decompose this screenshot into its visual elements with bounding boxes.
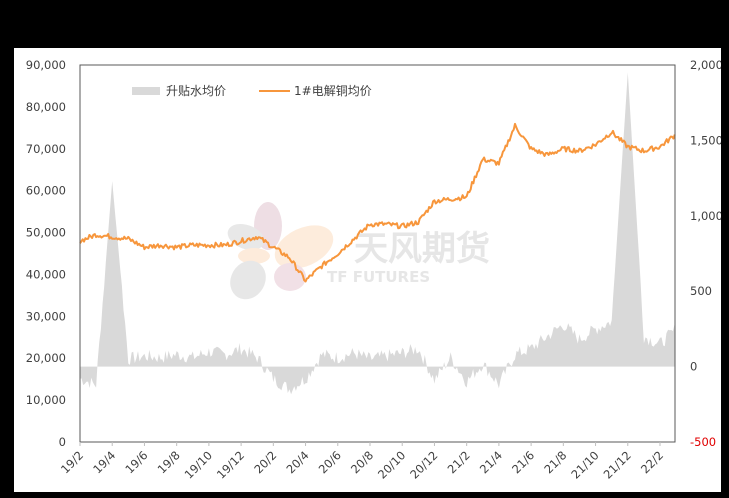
left-y-tick-label: 80,000 <box>26 100 66 114</box>
logo-petal-pink-bottom <box>274 263 306 291</box>
basis-area-series <box>80 72 675 395</box>
chart-svg: 天风期货 TF FUTURES 0 10,000 20,000 30,000 40,00… <box>26 58 721 482</box>
legend: 升贴水均价 1#电解铜均价 <box>132 83 372 98</box>
right-y-tick-label: 2,000 <box>690 58 721 72</box>
x-tick-label: 21/4 <box>477 448 505 476</box>
plot-frame <box>79 64 676 443</box>
x-tick-label: 19/2 <box>58 448 86 476</box>
x-tick-label: 20/4 <box>284 448 312 476</box>
copper-price-line-series <box>79 122 676 283</box>
right-y-tick-label: -500 <box>690 435 716 449</box>
x-tick-label: 19/4 <box>90 448 118 476</box>
legend-label-copper: 1#电解铜均价 <box>294 83 372 98</box>
x-tick-label: 19/10 <box>182 448 215 481</box>
x-tick-label: 20/12 <box>407 448 440 481</box>
x-tick-label: 21/2 <box>445 448 473 476</box>
left-y-tick-label: 60,000 <box>26 184 66 198</box>
watermark-cn: 天风期货 <box>354 229 490 269</box>
copper-price-line <box>79 122 676 283</box>
x-tick-label: 20/2 <box>251 448 279 476</box>
basis-area <box>80 72 675 395</box>
left-y-tick-label: 90,000 <box>26 58 66 72</box>
logo-petal-gray-bottom <box>230 260 266 300</box>
logo-petal-orange-small <box>238 248 270 264</box>
x-tick-label: 20/6 <box>316 448 344 476</box>
x-tick-label: 21/6 <box>509 448 537 476</box>
left-y-tick-label: 30,000 <box>26 309 66 323</box>
x-tick-label: 20/8 <box>348 448 376 476</box>
x-tick-label: 21/8 <box>541 448 569 476</box>
x-tick-label: 19/8 <box>155 448 183 476</box>
x-tick-label: 20/10 <box>375 448 408 481</box>
x-tick-label: 19/12 <box>214 448 247 481</box>
right-y-tick-label: 500 <box>690 284 712 298</box>
legend-swatch-basis <box>132 87 160 95</box>
watermark-en: TF FUTURES <box>327 268 430 286</box>
left-y-tick-label: 10,000 <box>26 393 66 407</box>
left-y-tick-label: 20,000 <box>26 351 66 365</box>
left-y-tick-label: 0 <box>59 435 66 449</box>
left-y-tick-label: 40,000 <box>26 267 66 281</box>
right-y-tick-label: 1,000 <box>690 209 721 223</box>
x-tick-label: 19/6 <box>122 448 150 476</box>
left-y-tick-label: 50,000 <box>26 226 66 240</box>
left-y-axis: 0 10,000 20,000 30,000 40,000 50,000 60,000 70,… <box>26 58 66 449</box>
left-y-tick-label: 70,000 <box>26 142 66 156</box>
chart-canvas: 天风期货 TF FUTURES 0 10,000 20,000 30,000 40,00… <box>14 48 721 492</box>
right-y-axis: -500 0 500 1,000 1,500 2,000 <box>690 58 721 449</box>
x-tick-label: 22/2 <box>638 448 666 476</box>
right-y-tick-label: 0 <box>690 360 697 374</box>
legend-label-basis: 升贴水均价 <box>166 84 226 98</box>
x-tick-label: 21/10 <box>568 448 601 481</box>
x-tick-label: 21/12 <box>601 448 634 481</box>
right-y-tick-label: 1,500 <box>690 133 721 147</box>
